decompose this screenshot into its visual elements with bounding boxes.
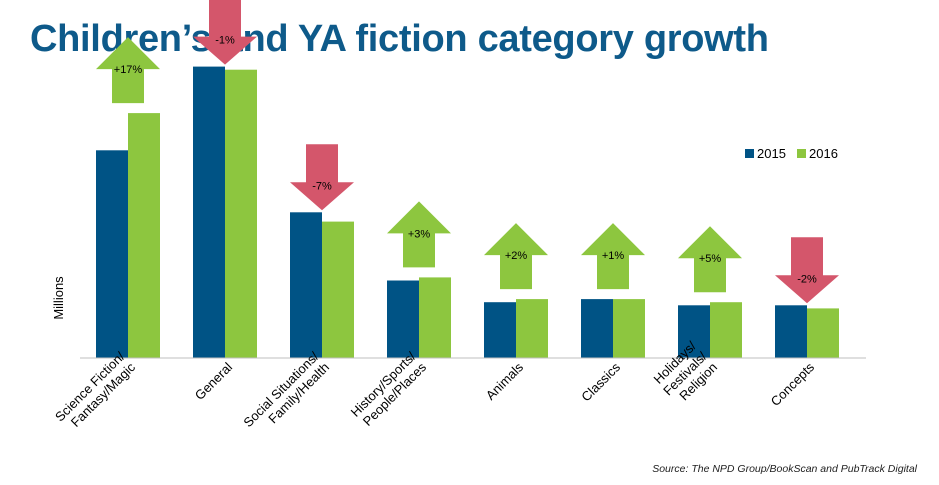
x-tick-label-line: Classics [578, 359, 623, 404]
x-tick-label-1: General [192, 359, 235, 402]
growth-arrow-shape-7 [775, 237, 839, 304]
growth-arrow-0: +17% [96, 37, 160, 104]
chart-title: Children’s and YA fiction category growt… [30, 18, 769, 60]
bar-2016-0 [128, 113, 160, 358]
bar-2016-4 [516, 299, 548, 358]
bar-2016-2 [322, 221, 354, 358]
x-tick-label-4: Animals [483, 359, 527, 403]
bar-2016-6 [710, 302, 742, 358]
bar-2016-1 [225, 69, 257, 358]
bar-2015-3 [387, 280, 419, 358]
bar-2016-5 [613, 299, 645, 358]
legend-label-2015: 2015 [757, 146, 786, 161]
bars-layer [96, 66, 839, 358]
growth-arrow-4: +2% [484, 223, 548, 290]
bar-2015-6 [678, 305, 710, 358]
bar-2015-4 [484, 302, 516, 358]
growth-label-1: -1% [215, 35, 235, 47]
growth-arrow-1: -1% [193, 0, 257, 65]
growth-label-0: +17% [114, 64, 143, 76]
legend-swatch-2015 [745, 149, 754, 158]
source-note: Source: The NPD Group/BookScan and PubTr… [652, 463, 917, 475]
x-tick-label-3: History/Sports/People/Places [348, 349, 430, 431]
x-tick-label-line: Concepts [768, 359, 818, 409]
growth-arrow-7: -2% [775, 237, 839, 304]
bar-2016-7 [807, 308, 839, 358]
growth-arrow-2: -7% [290, 144, 354, 211]
growth-arrow-6: +5% [678, 226, 742, 293]
growth-arrow-shape-5 [581, 223, 645, 290]
y-axis-label: Millions [51, 276, 66, 320]
growth-label-2: -7% [312, 180, 332, 192]
x-tick-label-0: Science Fiction/Fantasy/Magic [52, 349, 138, 435]
growth-arrow-shape-1 [193, 0, 257, 65]
bar-2015-7 [775, 305, 807, 358]
x-tick-label-2: Social Situations/Family/Health [240, 349, 332, 441]
bar-2016-3 [419, 277, 451, 358]
growth-label-3: +3% [408, 228, 431, 240]
legend: 2015 2016 [745, 146, 838, 161]
growth-label-5: +1% [602, 250, 625, 262]
growth-arrow-shape-2 [290, 144, 354, 211]
growth-arrow-3: +3% [387, 201, 451, 268]
x-tick-label-line: General [192, 359, 235, 402]
x-tick-label-7: Concepts [768, 359, 818, 409]
bar-2015-0 [96, 150, 128, 358]
growth-arrow-shape-4 [484, 223, 548, 290]
growth-arrow-5: +1% [581, 223, 645, 290]
growth-arrow-shape-0 [96, 37, 160, 104]
growth-label-4: +2% [505, 250, 528, 262]
legend-swatch-2016 [797, 149, 806, 158]
bar-2015-1 [193, 66, 225, 358]
growth-label-7: -2% [797, 273, 817, 285]
x-tick-label-line: Animals [483, 359, 527, 403]
x-tick-label-5: Classics [578, 359, 623, 404]
growth-arrow-shape-3 [387, 201, 451, 268]
bar-2015-5 [581, 299, 613, 358]
bar-2015-2 [290, 212, 322, 358]
growth-arrow-shape-6 [678, 226, 742, 293]
growth-label-6: +5% [699, 253, 722, 265]
arrows-layer: +17% -1% -7% +3% +2% +1% +5% -2% [96, 0, 839, 304]
legend-label-2016: 2016 [809, 146, 838, 161]
